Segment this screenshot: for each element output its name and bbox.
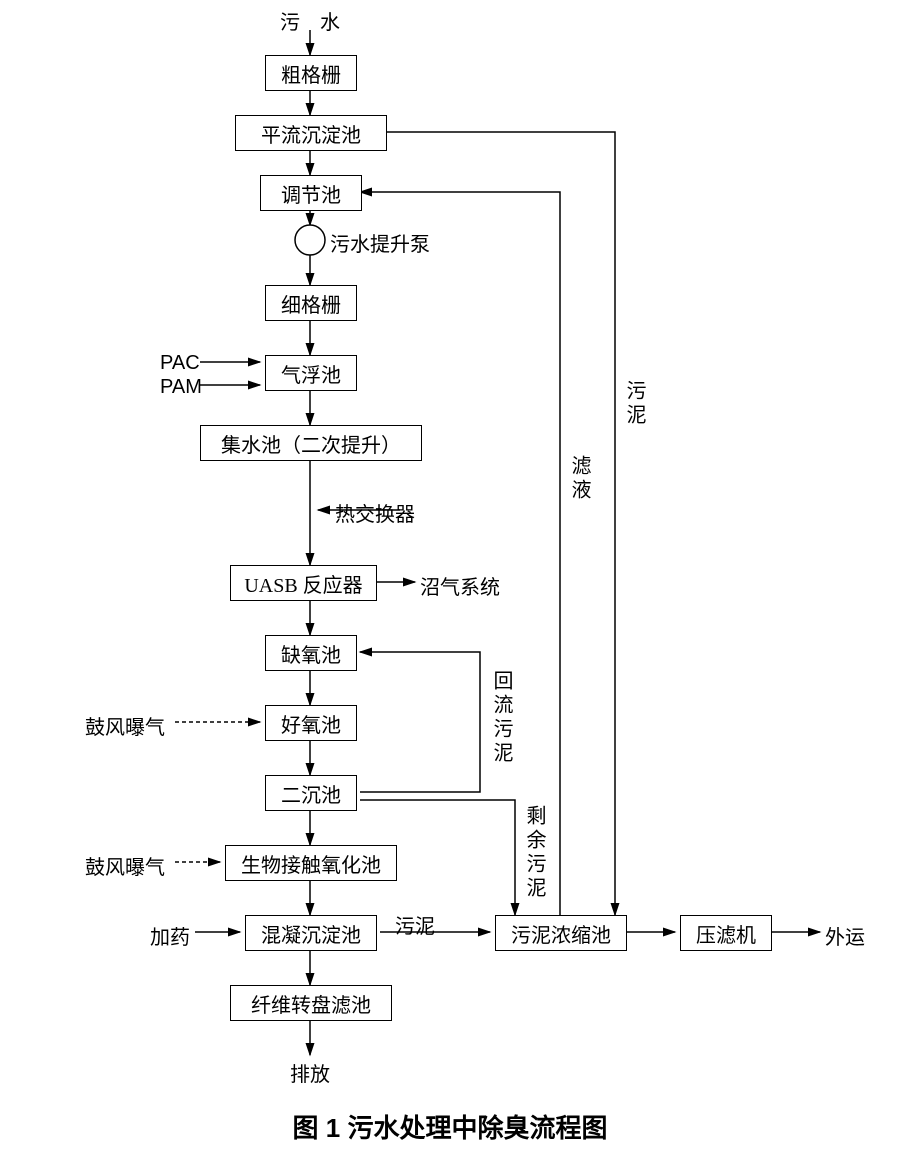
node-collection: 集水池（二次提升）: [200, 425, 422, 461]
figure-caption: 图 1 污水处理中除臭流程图: [0, 1108, 900, 1145]
hex-label: 热交换器: [335, 498, 415, 527]
blow2-label: 鼓风曝气: [85, 851, 165, 880]
node-equalization: 调节池: [260, 175, 362, 211]
node-flotation: 气浮池: [265, 355, 357, 391]
node-horizontal-sed: 平流沉淀池: [235, 115, 387, 151]
filtrate-label: 滤液: [565, 455, 594, 503]
node-bio-contact: 生物接触氧化池: [225, 845, 397, 881]
node-uasb: UASB 反应器: [230, 565, 377, 601]
sludge1-label: 污泥: [395, 910, 435, 939]
biogas-label: 沼气系统: [420, 571, 500, 600]
sludge2-label: 污泥: [620, 380, 649, 428]
node-coarse-screen: 粗格栅: [265, 55, 357, 91]
pump-label: 污水提升泵: [330, 228, 430, 257]
node-secondary-sed: 二沉池: [265, 775, 357, 811]
node-sludge-thicken: 污泥浓缩池: [495, 915, 627, 951]
out-label: 外运: [825, 921, 865, 950]
pac-label: PAC: [160, 352, 200, 375]
discharge-label: 排放: [290, 1058, 330, 1087]
node-anoxic: 缺氧池: [265, 635, 357, 671]
node-fine-screen: 细格栅: [265, 285, 357, 321]
node-fiber-filter: 纤维转盘滤池: [230, 985, 392, 1021]
excess-sludge-label: 剩余污泥: [520, 805, 549, 901]
return-sludge-label: 回流污泥: [487, 670, 516, 766]
pam-label: PAM: [160, 376, 202, 399]
node-filter-press: 压滤机: [680, 915, 772, 951]
blow1-label: 鼓风曝气: [85, 711, 165, 740]
node-coag-sed: 混凝沉淀池: [245, 915, 377, 951]
flowchart-canvas: 污 水 污水提升泵 PAC PAM 热交换器 沼气系统 鼓风曝气 鼓风曝气 加药…: [0, 0, 900, 1155]
chem-label: 加药: [150, 921, 190, 950]
node-aerobic: 好氧池: [265, 705, 357, 741]
start-label: 污 水: [280, 6, 340, 35]
